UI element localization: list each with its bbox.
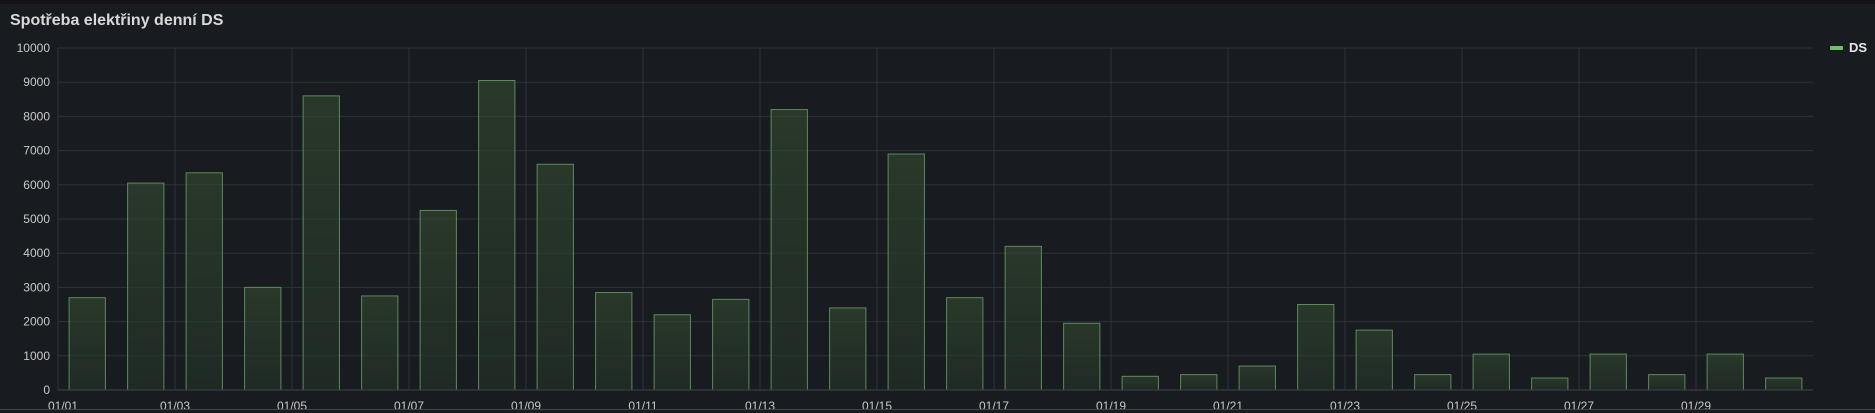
svg-text:01/23: 01/23 [1330,399,1360,413]
svg-text:01/09: 01/09 [511,399,541,413]
svg-text:4000: 4000 [23,246,50,260]
svg-text:01/07: 01/07 [394,399,424,413]
svg-text:01/01: 01/01 [48,399,78,413]
svg-text:8000: 8000 [23,109,50,123]
svg-text:01/03: 01/03 [160,399,190,413]
svg-text:2000: 2000 [23,315,50,329]
svg-text:01/27: 01/27 [1564,399,1594,413]
svg-text:01/17: 01/17 [979,399,1009,413]
svg-text:01/15: 01/15 [862,399,892,413]
svg-text:6000: 6000 [23,178,50,192]
svg-text:01/29: 01/29 [1681,399,1711,413]
svg-text:01/21: 01/21 [1213,399,1243,413]
svg-text:1000: 1000 [23,349,50,363]
svg-text:01/11: 01/11 [628,399,657,413]
svg-text:01/19: 01/19 [1096,399,1126,413]
svg-text:7000: 7000 [23,144,50,158]
svg-text:01/05: 01/05 [277,399,307,413]
svg-text:0: 0 [43,383,50,397]
svg-text:3000: 3000 [23,280,50,294]
svg-text:5000: 5000 [23,212,50,226]
svg-text:01/25: 01/25 [1447,399,1477,413]
svg-text:10000: 10000 [17,41,51,55]
svg-text:01/13: 01/13 [745,399,775,413]
svg-text:9000: 9000 [23,75,50,89]
